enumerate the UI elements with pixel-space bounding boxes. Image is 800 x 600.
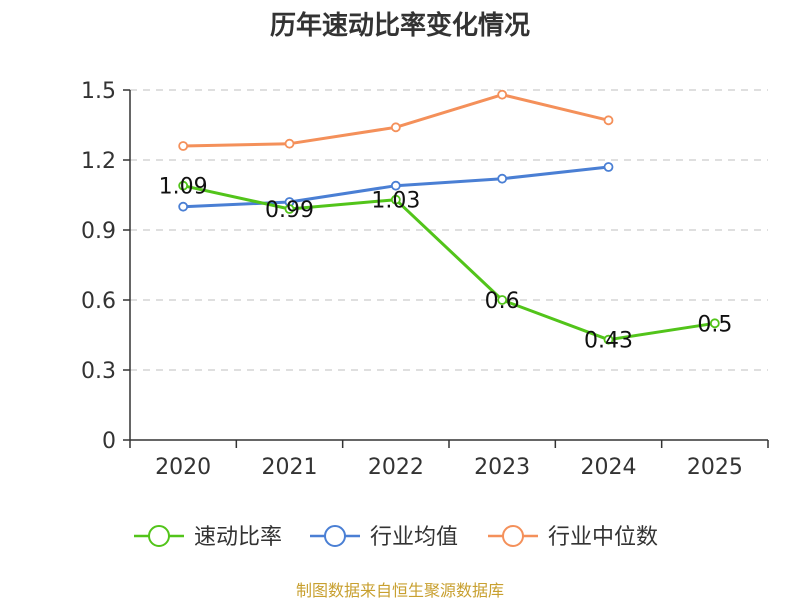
y-tick-label: 1.2 xyxy=(81,149,116,174)
data-point xyxy=(284,138,295,149)
x-tick-label: 2021 xyxy=(262,455,318,480)
x-tick-label: 2025 xyxy=(687,455,743,480)
y-tick-label: 0.6 xyxy=(81,289,116,314)
legend-marker-icon xyxy=(148,525,170,547)
data-point xyxy=(603,162,614,172)
data-point xyxy=(603,115,614,126)
chart-title: 历年速动比率变化情况 xyxy=(270,10,530,41)
data-label: 1.09 xyxy=(159,175,208,200)
data-label: 0.99 xyxy=(265,198,314,223)
legend-label: 行业中位数 xyxy=(548,525,658,550)
grid-lines xyxy=(130,89,768,371)
x-tick-label: 2024 xyxy=(581,455,637,480)
data-point xyxy=(284,204,295,214)
data-point xyxy=(390,180,401,191)
data-labels: 1.09 0.99 1.03 0.6 0.43 0.5 xyxy=(159,175,733,354)
data-point xyxy=(390,194,401,205)
data-point xyxy=(178,141,189,151)
data-point xyxy=(497,173,508,184)
data-point xyxy=(497,295,508,305)
data-point xyxy=(497,89,508,100)
x-tick-label: 2022 xyxy=(368,455,424,480)
data-point xyxy=(709,318,720,329)
series-line-2 xyxy=(183,93,609,148)
data-label: 0.43 xyxy=(584,329,633,354)
legend-marker-icon xyxy=(324,525,346,547)
x-tick-label: 2020 xyxy=(155,455,211,480)
source-note: 制图数据来自恒生聚源数据库 xyxy=(296,581,504,600)
data-point xyxy=(390,122,401,133)
y-tick-label: 0 xyxy=(102,429,116,454)
data-point xyxy=(178,201,189,212)
y-tick-label: 0.3 xyxy=(81,359,116,384)
legend-marker-icon xyxy=(502,525,524,547)
data-point xyxy=(603,334,614,345)
data-label: 0.6 xyxy=(485,289,520,314)
y-tick-label: 0.9 xyxy=(81,219,116,244)
x-tick-label: 2023 xyxy=(474,455,530,480)
series-line-0 xyxy=(182,184,716,342)
data-point xyxy=(178,180,189,191)
legend-label: 速动比率 xyxy=(194,525,282,550)
legend: 速动比率 行业均值 行业中位数 xyxy=(134,525,658,550)
y-tick-label: 1.5 xyxy=(81,79,116,104)
axes: 0 0.3 0.6 0.9 1.2 1.5 2020 2021 2022 2023 2024 2025 xyxy=(81,79,769,480)
legend-label: 行业均值 xyxy=(370,525,458,550)
data-label: 1.03 xyxy=(371,189,420,214)
data-label: 0.5 xyxy=(697,312,732,337)
series-lines xyxy=(178,89,720,345)
